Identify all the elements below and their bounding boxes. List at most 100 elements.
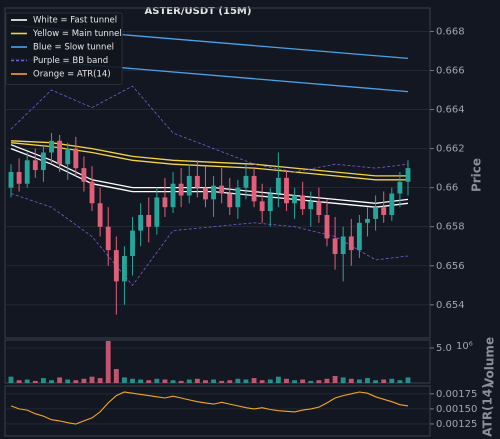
legend-label: Orange = ATR(14) <box>33 70 111 80</box>
candle-body <box>49 140 54 153</box>
candle-body <box>275 177 281 194</box>
candle-body <box>154 197 160 227</box>
chart-title: ASTER/USDT (15M) <box>145 6 252 17</box>
candle-body <box>138 214 144 231</box>
candle-body <box>130 230 135 256</box>
legend-box <box>5 12 123 85</box>
atr-line <box>10 391 409 425</box>
volume-bar <box>292 380 298 383</box>
candle-body <box>113 250 119 282</box>
candle-body <box>267 193 273 212</box>
volume-bar <box>81 378 87 383</box>
candle-body <box>178 183 184 196</box>
volume-bar <box>251 378 257 383</box>
y-axis-label: ATR(14) <box>481 383 495 436</box>
candle-body <box>284 177 289 204</box>
candle-body <box>235 187 241 208</box>
volume-bar <box>267 379 273 383</box>
y-tick-label: 0.668 <box>436 26 465 37</box>
volume-bar <box>340 377 346 383</box>
volume-bar <box>89 376 95 383</box>
volume-bar <box>365 378 370 383</box>
volume-bar <box>24 379 30 383</box>
candle-body <box>16 172 22 184</box>
candle-body <box>8 172 14 188</box>
candle-body <box>203 187 208 200</box>
legend-label: Yellow = Main tunnel <box>32 29 122 39</box>
candle-body <box>259 201 265 212</box>
volume-bar <box>397 380 403 383</box>
volume-bar <box>316 380 322 383</box>
volume-bar <box>16 380 22 383</box>
volume-bar <box>49 380 54 383</box>
volume-bar <box>154 378 160 383</box>
candle-body <box>97 203 103 227</box>
volume-bar <box>211 379 216 383</box>
candle-body <box>121 255 127 282</box>
y-tick-label: 0.664 <box>436 105 465 116</box>
candle-body <box>194 175 200 188</box>
volume-bar <box>389 378 395 383</box>
candle-body <box>332 238 338 255</box>
volume-bar <box>65 379 71 383</box>
volume-bar <box>356 379 362 383</box>
volume-bar <box>178 380 184 383</box>
y-tick-label: 0.00125 <box>436 419 477 430</box>
candle-body <box>324 214 330 239</box>
y-tick-label: 0.656 <box>436 261 465 272</box>
volume-bar <box>121 377 127 383</box>
volume-bar <box>8 376 14 383</box>
candle-body <box>373 207 379 219</box>
candle-body <box>356 222 362 251</box>
candle-body <box>146 214 152 227</box>
candle-body <box>162 197 168 208</box>
volume-bar <box>381 379 387 383</box>
volume-bar <box>130 378 135 383</box>
volume-bar <box>170 380 176 383</box>
y-tick-label: 5.0 <box>436 343 452 354</box>
volume-bar <box>40 378 46 383</box>
y-tick-label: 0.662 <box>436 144 465 155</box>
volume-bar <box>284 378 289 383</box>
y-tick-label: 0.00150 <box>436 404 477 415</box>
tunnel-line <box>10 85 409 173</box>
volume-bar <box>324 378 330 383</box>
y-axis-label: Volume <box>483 337 497 387</box>
panel-frame <box>4 385 431 437</box>
volume-bar <box>332 375 338 383</box>
volume-bar <box>243 379 249 383</box>
candle-body <box>316 201 322 215</box>
volume-bar <box>348 378 354 383</box>
candle-body <box>57 140 63 165</box>
volume-bar <box>32 380 38 383</box>
candle-body <box>381 207 387 215</box>
candle-body <box>89 181 95 204</box>
candle-body <box>211 185 216 200</box>
volume-bar <box>275 376 281 383</box>
candle-body <box>227 193 233 208</box>
candle-body <box>365 218 370 223</box>
candle-body <box>186 175 192 196</box>
legend: White = Fast tunnel Yellow = Main tunnel B… <box>5 12 123 85</box>
candle-body <box>65 148 71 165</box>
candle-body <box>308 201 314 210</box>
volume-bar <box>105 340 111 383</box>
tunnel-line <box>10 142 408 181</box>
candle-body <box>348 236 354 251</box>
volume-bar <box>186 379 192 383</box>
volume-bar <box>194 378 200 383</box>
candle-body <box>105 226 111 251</box>
candle-body <box>24 160 30 184</box>
y-tick-label: 0.658 <box>436 222 465 233</box>
candle-body <box>397 181 403 194</box>
tunnel-line <box>10 193 409 286</box>
volume-bar <box>97 378 103 383</box>
volume-bar <box>57 377 63 383</box>
candle-body <box>170 183 176 208</box>
volume-bar <box>405 377 411 383</box>
y-axis-label: Price <box>470 158 484 192</box>
y-tick-label: 0.66 <box>436 183 458 194</box>
volume-bar <box>259 380 265 383</box>
candle-body <box>389 193 395 215</box>
